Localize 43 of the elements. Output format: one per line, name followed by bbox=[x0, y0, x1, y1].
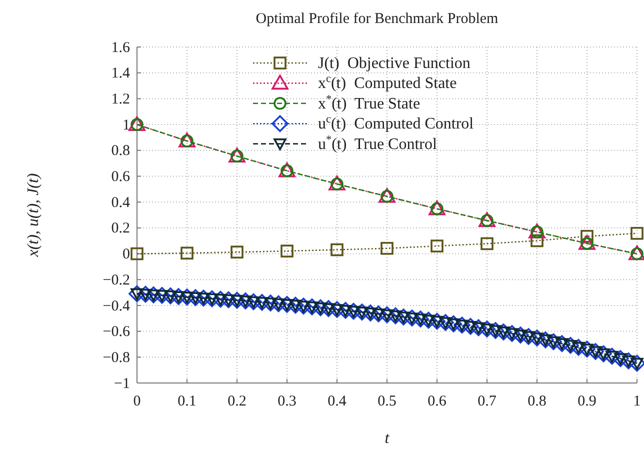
y-tick-label: 1 bbox=[122, 117, 130, 134]
y-tick-label: 0.2 bbox=[111, 220, 130, 237]
legend-label: u$^{*}$(t) True Control bbox=[318, 134, 438, 153]
point bbox=[230, 246, 244, 258]
x-tick-label: 1 bbox=[633, 394, 641, 410]
x-tick-label: 0.3 bbox=[278, 394, 296, 410]
point bbox=[130, 247, 144, 260]
chart-title: Optimal Profile for Benchmark Problem bbox=[256, 11, 499, 27]
legend-label: J(t) Objective Function bbox=[318, 55, 470, 72]
point bbox=[430, 240, 444, 252]
y-tick-label: 1.6 bbox=[111, 40, 130, 56]
y-tick-label: −1 bbox=[114, 376, 130, 392]
point bbox=[330, 243, 344, 256]
legend-label: x$^{c}$(t) Computed State bbox=[318, 73, 457, 92]
x-tick-label: 0.1 bbox=[178, 394, 196, 410]
x-axis-title: t bbox=[384, 430, 390, 447]
point bbox=[530, 234, 544, 248]
y-tick-label: 1.2 bbox=[111, 91, 130, 108]
y-tick-label: 0.8 bbox=[111, 143, 130, 160]
y-tick-label: −0.2 bbox=[102, 272, 130, 288]
y-axis-title: x(t), u(t), J(t) bbox=[25, 173, 42, 258]
x-tick-label: 0.8 bbox=[528, 394, 546, 410]
point bbox=[380, 242, 394, 255]
point bbox=[280, 244, 294, 258]
x-tick-label: 0.6 bbox=[428, 394, 447, 410]
y-tick-label: 0.6 bbox=[111, 169, 130, 186]
point bbox=[630, 226, 644, 240]
x-tick-label: 0 bbox=[133, 394, 141, 410]
y-tick-label: 0.4 bbox=[111, 194, 130, 211]
point bbox=[480, 237, 494, 250]
legend-label: u$^{c}$(t) Computed Control bbox=[318, 114, 474, 133]
legend-label: x$^{*}$(t) True State bbox=[318, 93, 420, 112]
y-tick-label: 1.4 bbox=[111, 66, 130, 82]
y-tick-label: −0.8 bbox=[102, 350, 130, 366]
y-tick-label: 0 bbox=[122, 246, 130, 263]
y-tick-label: −0.6 bbox=[102, 324, 130, 340]
x-tick-label: 0.2 bbox=[228, 394, 246, 410]
x-tick-label: 0.7 bbox=[478, 394, 497, 410]
point bbox=[180, 246, 194, 260]
x-tick-label: 0.4 bbox=[328, 394, 347, 410]
x-tick-label: 0.5 bbox=[378, 394, 396, 410]
x-tick-label: 0.9 bbox=[578, 394, 596, 410]
y-tick-label: −0.4 bbox=[102, 298, 130, 314]
